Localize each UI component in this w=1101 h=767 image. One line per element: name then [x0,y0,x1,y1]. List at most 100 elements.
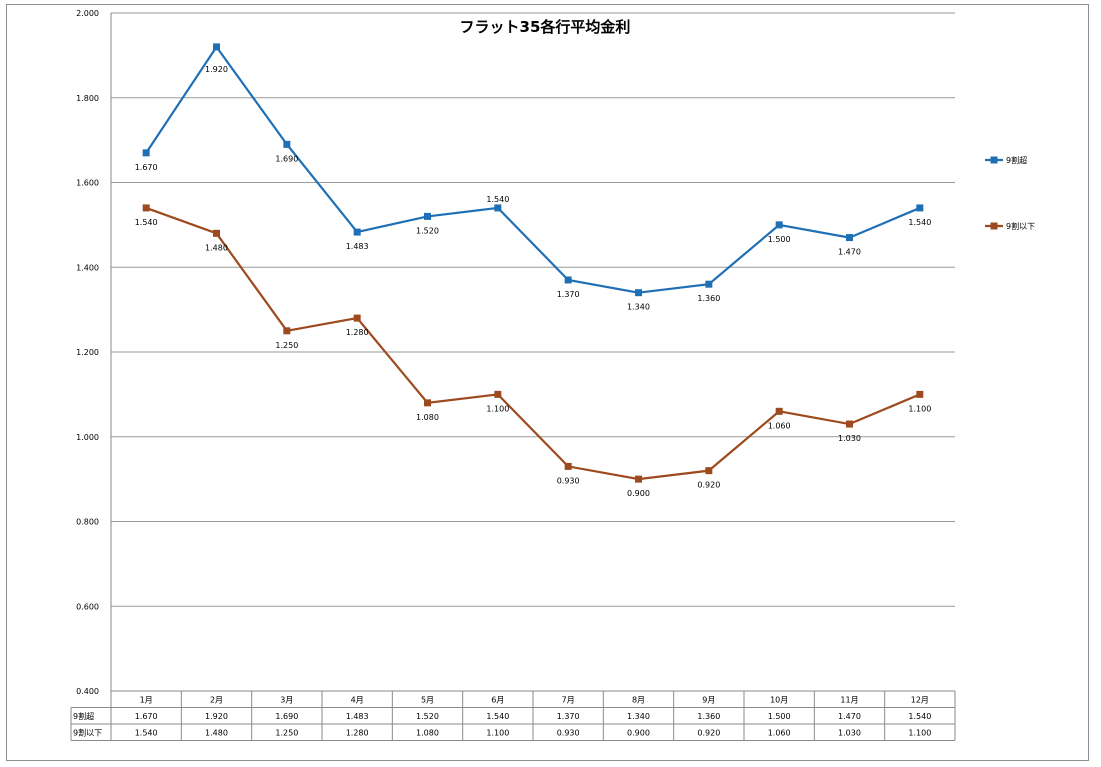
table-cell: 1.060 [768,729,791,738]
data-point [142,149,150,157]
data-point [705,467,713,475]
table-cell: 1.540 [486,712,509,721]
table-row-header: 9割以下 [73,728,102,738]
data-point [916,204,924,212]
table-cell: 1.483 [346,712,369,721]
x-category-label: 9月 [702,696,715,705]
y-tick-label: 0.400 [76,687,99,696]
data-label: 1.470 [838,248,861,257]
legend-label: 9割以下 [1006,221,1035,231]
table-cell: 0.930 [557,729,580,738]
data-point [635,475,642,483]
table-cell: 1.030 [838,729,861,738]
table-cell: 1.540 [908,712,931,721]
data-point [213,43,220,51]
data-point [775,221,783,229]
series-line [145,206,921,481]
data-label: 0.900 [627,489,650,498]
table-cell: 1.100 [908,729,931,738]
data-label: 1.920 [205,65,228,74]
x-category-label: 3月 [280,696,293,705]
table-cell: 1.100 [486,729,509,738]
data-label: 0.920 [697,481,720,490]
data-label: 1.540 [135,218,158,227]
data-label: 1.250 [275,341,298,350]
data-point [846,234,853,242]
data-point [775,407,783,415]
data-label: 1.540 [908,218,931,227]
data-label: 1.080 [416,413,439,422]
table-cell: 1.250 [275,729,298,738]
data-point [283,140,291,148]
x-category-label: 6月 [491,696,504,705]
table-row-header: 9割超 [73,711,94,721]
x-category-label: 10月 [770,696,788,705]
chart-frame [6,4,1089,761]
data-point [353,228,361,236]
data-point [424,399,431,407]
data-point [353,314,361,322]
data-label: 1.370 [557,290,580,299]
legend-entry-2: 9割以下 [985,221,1035,231]
table-cell: 1.500 [768,712,791,721]
data-point [283,327,291,335]
legend-marker [990,156,998,164]
data-label: 1.540 [486,195,509,204]
x-category-label: 7月 [562,696,575,705]
y-tick-label: 0.600 [76,602,99,611]
series-1: 1.670 1.920 1.690 1.483 1.520 1.540 1.370 1.340… [135,43,931,312]
data-point [213,229,220,237]
y-tick-label: 1.600 [76,179,99,188]
data-label: 1.360 [697,294,720,303]
data-label: 1.483 [346,242,369,251]
legend-label: 9割超 [1006,155,1027,165]
data-label: 0.930 [557,476,580,485]
data-label: 1.500 [768,235,791,244]
series-2: 1.540 1.480 1.250 1.280 1.080 1.100 0.930 0.900… [135,204,931,498]
table-cell: 1.670 [135,712,158,721]
data-label: 1.480 [205,243,228,252]
data-point [846,420,853,428]
table-cell: 1.690 [275,712,298,721]
x-category-label: 12月 [911,696,929,705]
data-label: 1.280 [346,328,369,337]
data-point [564,276,572,284]
data-point [494,390,502,398]
data-label: 1.670 [135,163,158,172]
x-category-label: 5月 [421,696,434,705]
legend-marker [990,222,998,230]
table-cell: 1.540 [135,729,158,738]
data-label: 1.690 [275,154,298,163]
data-label: 1.100 [486,404,509,413]
chart-title: フラット35各行平均金利 [460,18,631,36]
table-cell: 0.920 [697,729,720,738]
y-tick-label: 0.800 [76,518,99,527]
data-point [564,462,572,470]
series-line [145,44,921,294]
data-label: 1.060 [768,421,791,430]
table-cell: 1.080 [416,729,439,738]
data-point [142,204,150,212]
x-category-label: 8月 [632,696,645,705]
data-label: 1.030 [838,434,861,443]
y-tick-label: 1.800 [76,94,99,103]
table-cell: 1.520 [416,712,439,721]
data-point [916,390,924,398]
table-cell: 1.280 [346,729,369,738]
x-category-label: 1月 [140,696,153,705]
table-cell: 1.470 [838,712,861,721]
legend-entry-1: 9割超 [985,155,1027,165]
x-category-label: 2月 [210,696,223,705]
table-cell: 0.900 [627,729,650,738]
data-point [635,289,642,297]
data-point [494,204,502,212]
table-cell: 1.480 [205,729,228,738]
table-cell: 1.370 [557,712,580,721]
data-point [424,212,431,220]
x-category-label: 4月 [351,696,364,705]
data-label: 1.520 [416,226,439,235]
y-tick-label: 1.400 [76,263,99,272]
data-label: 1.340 [627,303,650,312]
table-cell: 1.340 [627,712,650,721]
